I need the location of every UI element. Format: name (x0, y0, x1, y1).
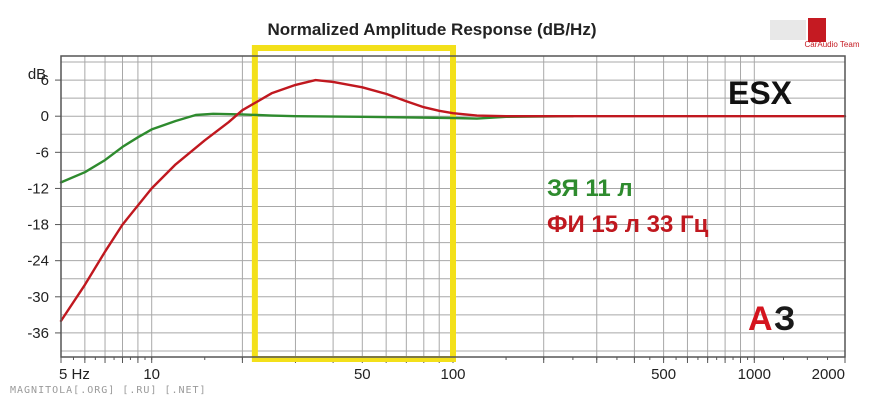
x-tick-label: 5 Hz (59, 366, 90, 383)
legend-series-bass-reflex: ФИ 15 л 33 Гц (547, 211, 709, 238)
x-tick-label: 100 (440, 366, 465, 383)
x-tick-label: 500 (651, 366, 676, 383)
series-lines (59, 78, 847, 323)
x-tick-label: 1000 (738, 366, 771, 383)
y-tick-label: 6 (41, 72, 49, 89)
x-tick-label: 50 (354, 366, 371, 383)
x-tick-label: 10 (143, 366, 160, 383)
y-tick-label: 0 (41, 108, 49, 125)
y-tick-label: -18 (27, 217, 49, 234)
y-tick-labels: 6 0 -6 -12 -18 -24 -30 -36 (27, 72, 61, 342)
corner-brand: CarAudio Team (770, 18, 860, 49)
highlight-band (251, 45, 456, 362)
y-tick-label: -30 (27, 289, 49, 306)
plot-border (60, 55, 846, 358)
legend-series-closed-box: ЗЯ 11 л (547, 175, 633, 202)
corner-brand-text: CarAudio Team (805, 40, 860, 49)
series-line-1 (59, 78, 847, 323)
y-tick-label: -24 (27, 253, 49, 270)
highlight-band-rect (251, 45, 456, 362)
corner-brand-mark (770, 20, 806, 40)
y-axis-unit: dB (28, 66, 46, 83)
chart-title: Normalized Amplitude Response (dB/Hz) (267, 20, 596, 39)
logo-letter-a: А (748, 300, 773, 338)
brand-logo: А З (748, 300, 795, 338)
watermark: MAGNITOLA[.ORG] [.RU] [.NET] (10, 385, 207, 396)
plot-frame (60, 55, 846, 358)
y-tick-label: -36 (27, 325, 49, 342)
model-label: ESX (728, 75, 793, 111)
corner-brand-flag-icon (808, 18, 826, 42)
y-tick-label: -12 (27, 180, 49, 197)
series-line-0 (59, 112, 575, 184)
logo-letter-z: З (774, 300, 795, 338)
x-tick-labels: 5 Hz 10 50 100 500 1000 2000 (59, 366, 845, 383)
y-tick-label: -6 (36, 144, 49, 161)
x-tick-label: 2000 (812, 366, 845, 383)
